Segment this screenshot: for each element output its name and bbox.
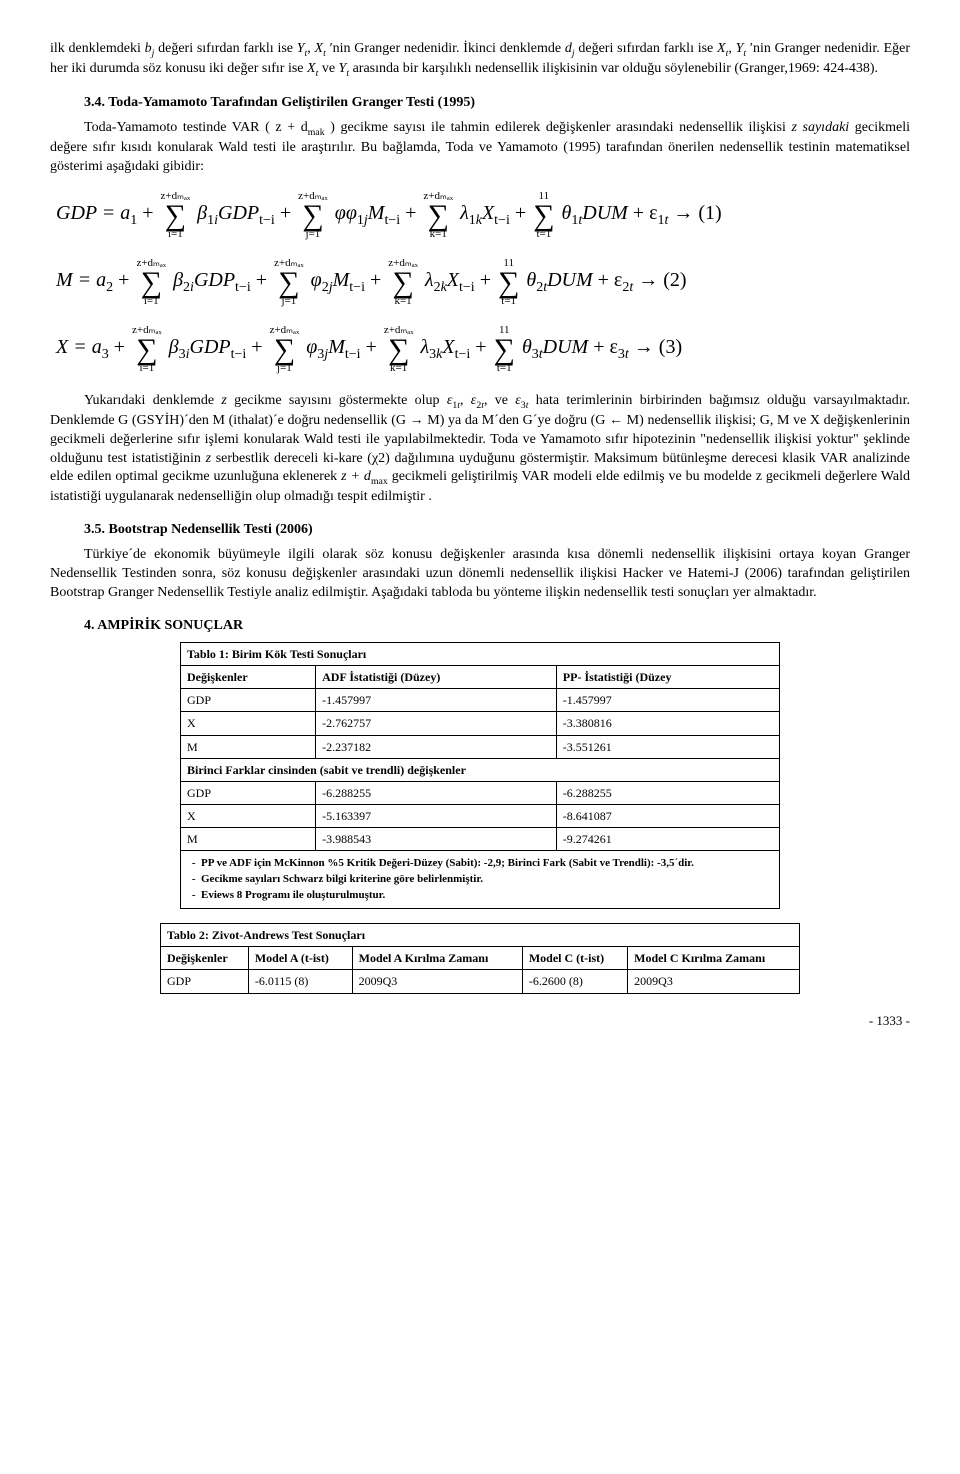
table-row: X-2.762757-3.380816 (181, 712, 780, 735)
table-row: GDP-1.457997-1.457997 (181, 689, 780, 712)
table-row: M-2.237182-3.551261 (181, 735, 780, 758)
table-row: Değişkenler Model A (t-ist) Model A Kırı… (161, 947, 800, 970)
table-row: M-3.988543-9.274261 (181, 828, 780, 851)
table-1-unit-root: Tablo 1: Birim Kök Testi Sonuçları Değiş… (180, 642, 780, 909)
table-row: X-5.163397-8.641087 (181, 805, 780, 828)
table-row: Değişkenler ADF İstatistiği (Düzey) PP- … (181, 665, 780, 688)
page-number: - 1333 - (50, 1012, 910, 1030)
equation-2: M = a2 + z+dₘₐₓ∑i=1 β2iGDPt−i + z+dₘₐₓ∑j… (56, 258, 910, 307)
table-2-caption: Tablo 2: Zivot-Andrews Test Sonuçları (161, 923, 800, 946)
section-3-5-p1: Türkiye´de ekonomik büyümeyle ilgili ola… (50, 546, 910, 603)
section-4-title: 4. AMPİRİK SONUÇLAR (50, 617, 910, 636)
table-row: GDP-6.288255-6.288255 (181, 781, 780, 804)
equation-1: GDP = a1 + z+dₘₐₓ∑i=1 β1iGDPt−i + z+dₘₐₓ… (56, 191, 910, 240)
table-1-caption: Tablo 1: Birim Kök Testi Sonuçları (181, 642, 780, 665)
table-1-subheader: Birinci Farklar cinsinden (sabit ve tren… (181, 758, 780, 781)
equation-3: X = a3 + z+dₘₐₓ∑i=1 β3iGDPt−i + z+dₘₐₓ∑j… (56, 325, 910, 374)
table-row: GDP -6.0115 (8) 2009Q3 -6.2600 (8) 2009Q… (161, 970, 800, 993)
table-2-zivot-andrews: Tablo 2: Zivot-Andrews Test Sonuçları De… (160, 923, 800, 994)
section-3-4-p2: Yukarıdaki denklemde z gecikme sayısını … (50, 392, 910, 508)
intro-paragraph: ilk denklemdeki bj değeri sıfırdan farkl… (50, 40, 910, 80)
table-1-notes: PP ve ADF için McKinnon %5 Kritik Değeri… (181, 851, 780, 909)
section-3-4-title: 3.4. Toda-Yamamoto Tarafından Geliştiril… (50, 94, 910, 113)
section-3-5-title: 3.5. Bootstrap Nedensellik Testi (2006) (50, 521, 910, 540)
section-3-4-p1: Toda-Yamamoto testinde VAR ( z + dmak ) … (50, 119, 910, 177)
